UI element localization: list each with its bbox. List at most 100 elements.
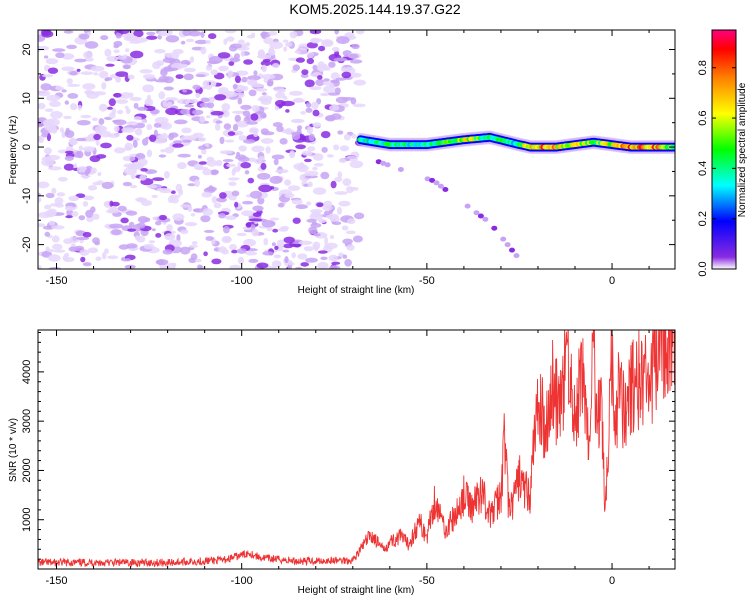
noise-blob — [125, 210, 138, 216]
noise-blob — [136, 106, 148, 111]
noise-blob — [146, 124, 153, 131]
noise-blob — [192, 241, 198, 245]
noise-blob — [356, 30, 365, 35]
noise-blob — [215, 120, 223, 124]
colorbar-gradient — [711, 29, 737, 270]
noise-blob — [80, 256, 86, 263]
noise-blob — [158, 91, 166, 100]
noise-blob — [141, 119, 147, 124]
noise-blob — [51, 187, 57, 195]
secondary-blob — [482, 216, 489, 222]
noise-blob — [206, 159, 218, 167]
noise-blob — [232, 83, 238, 90]
noise-blob — [146, 31, 156, 36]
noise-blob — [41, 30, 54, 38]
x-tick-label: -100 — [231, 275, 253, 287]
noise-blob — [262, 251, 274, 256]
noise-blob — [219, 136, 225, 145]
noise-blob — [202, 168, 213, 176]
noise-blob — [320, 131, 331, 139]
noise-blob — [198, 161, 208, 165]
x-tick-label: -150 — [46, 275, 68, 287]
noise-blob — [283, 236, 295, 244]
noise-blob — [93, 133, 101, 141]
noise-blob — [257, 54, 272, 59]
noise-blob — [293, 163, 306, 170]
noise-blob — [155, 259, 169, 266]
noise-blob — [66, 208, 74, 217]
noise-blob — [222, 159, 234, 162]
noise-blob — [56, 192, 66, 197]
secondary-blob — [433, 180, 440, 186]
noise-blob — [323, 40, 334, 46]
secondary-blob — [504, 242, 511, 248]
y-tick-label: -10 — [21, 188, 33, 204]
noise-blob — [304, 79, 315, 88]
noise-blob — [137, 222, 146, 229]
noise-blob — [123, 167, 137, 176]
noise-blob — [105, 63, 115, 67]
x-tick-label: -150 — [46, 575, 68, 587]
noise-blob — [43, 55, 49, 59]
noise-blob — [126, 134, 134, 141]
noise-blob — [273, 254, 282, 259]
noise-blob — [189, 56, 195, 63]
noise-blob — [282, 39, 289, 43]
noise-blob — [318, 45, 326, 52]
noise-blob — [247, 177, 255, 184]
noise-blob — [221, 109, 230, 118]
noise-blob — [312, 187, 327, 195]
noise-blob — [86, 91, 99, 99]
noise-blob — [46, 133, 52, 142]
noise-blob — [139, 174, 147, 181]
snr-y-axis-label: SNR (10 * v/v) — [8, 418, 19, 482]
noise-blob — [163, 86, 174, 91]
noise-blob — [177, 153, 191, 158]
noise-blob — [273, 86, 285, 92]
noise-blob — [226, 163, 236, 168]
noise-blob — [333, 144, 340, 151]
noise-blob — [97, 171, 102, 177]
noise-blob — [237, 97, 243, 105]
noise-blob — [334, 30, 339, 35]
noise-blob — [266, 227, 273, 232]
noise-blob — [248, 218, 263, 222]
noise-blob — [130, 184, 137, 189]
noise-blob — [129, 40, 142, 44]
noise-blob — [199, 115, 206, 123]
noise-blob — [310, 37, 321, 44]
noise-blob — [161, 122, 172, 130]
colorbar-tick-label: 0.6 — [697, 110, 709, 125]
noise-blob — [205, 236, 214, 241]
noise-blob — [330, 180, 337, 189]
noise-blob — [219, 150, 233, 155]
noise-blob — [200, 46, 207, 55]
noise-blob — [313, 163, 324, 167]
noise-blob — [320, 256, 328, 260]
noise-blob — [243, 238, 256, 247]
noise-blob — [78, 145, 84, 151]
noise-blob — [87, 247, 99, 254]
noise-blob — [173, 140, 182, 145]
noise-blob — [272, 228, 279, 233]
spectrogram-y-ticks: -20 -10 0 10 20 — [21, 43, 675, 270]
noise-blob — [111, 229, 122, 236]
noise-blob — [262, 58, 271, 63]
noise-blob — [155, 60, 165, 67]
noise-blob — [352, 235, 363, 243]
noise-blob — [52, 48, 66, 52]
noise-blob — [142, 84, 155, 93]
noise-blob — [113, 44, 119, 49]
noise-blob — [133, 102, 139, 109]
noise-blob — [157, 34, 162, 40]
noise-blob — [101, 252, 107, 260]
noise-blob — [54, 197, 64, 205]
noise-blob — [155, 220, 162, 226]
noise-blob — [304, 158, 312, 163]
noise-blob — [160, 149, 165, 153]
noise-blob — [221, 248, 229, 255]
noise-blob — [71, 211, 79, 217]
noise-blob — [206, 115, 211, 119]
noise-blob — [87, 185, 98, 191]
y-tick-label: 10 — [21, 92, 33, 104]
